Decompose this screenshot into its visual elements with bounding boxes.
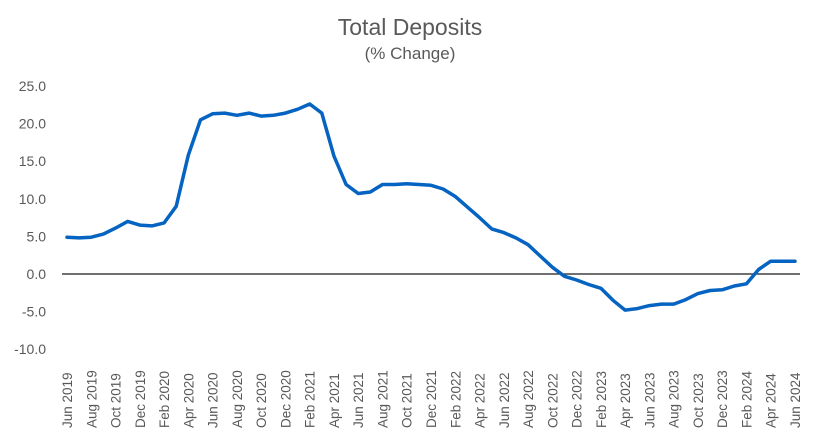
y-tick-label: 0.0 [27,266,47,282]
x-tick-label: Feb 2021 [303,371,318,428]
x-axis-ticks: Jun 2019 Aug 2019 Oct 2019 Dec 2019 Feb 2020… [60,370,803,428]
x-tick-label: Feb 2022 [448,371,463,428]
x-tick-label: Dec 2019 [133,370,148,428]
x-tick-label: Aug 2022 [521,370,536,428]
x-tick-label: Jun 2019 [60,372,75,428]
x-tick-label: Jun 2021 [351,372,366,428]
x-tick-label: Oct 2019 [109,373,124,428]
chart-subtitle: (% Change) [364,44,456,63]
x-tick-label: Jun 2022 [497,372,512,428]
x-tick-label: Jun 2020 [206,372,221,428]
y-tick-label: 15.0 [19,153,46,169]
x-tick-label: Feb 2024 [739,370,754,428]
x-tick-label: Dec 2020 [278,370,293,428]
x-tick-label: Apr 2024 [764,373,779,428]
y-tick-label: 25.0 [19,78,46,94]
x-tick-label: Oct 2020 [254,373,269,428]
x-tick-label: Apr 2021 [327,373,342,428]
y-tick-label: 5.0 [27,228,47,244]
x-tick-label: Dec 2021 [424,370,439,428]
y-tick-label: -10.0 [14,341,46,357]
x-tick-label: Feb 2020 [157,371,172,428]
x-tick-label: Dec 2022 [570,370,585,428]
y-tick-label: 20.0 [19,116,46,132]
chart-title: Total Deposits [337,14,483,40]
x-tick-label: Oct 2023 [691,373,706,428]
total-deposits-line [65,102,797,312]
x-tick-label: Aug 2021 [375,370,390,428]
x-tick-label: Jun 2024 [788,372,803,428]
y-tick-label: -5.0 [22,304,46,320]
y-axis-ticks: 25.0 20.0 15.0 10.0 5.0 0.0 -5.0 -10.0 [14,78,46,357]
x-tick-label: Oct 2022 [545,373,560,428]
x-tick-label: Jun 2023 [642,372,657,428]
x-tick-label: Aug 2020 [230,370,245,428]
x-tick-label: Feb 2023 [594,371,609,428]
x-tick-label: Dec 2023 [715,370,730,428]
x-tick-label: Oct 2021 [400,373,415,428]
x-tick-label: Apr 2023 [618,373,633,428]
y-tick-label: 10.0 [19,191,46,207]
x-tick-label: Aug 2019 [84,370,99,428]
x-tick-label: Aug 2023 [667,370,682,428]
x-tick-label: Apr 2020 [181,373,196,428]
x-tick-label: Apr 2022 [473,373,488,428]
